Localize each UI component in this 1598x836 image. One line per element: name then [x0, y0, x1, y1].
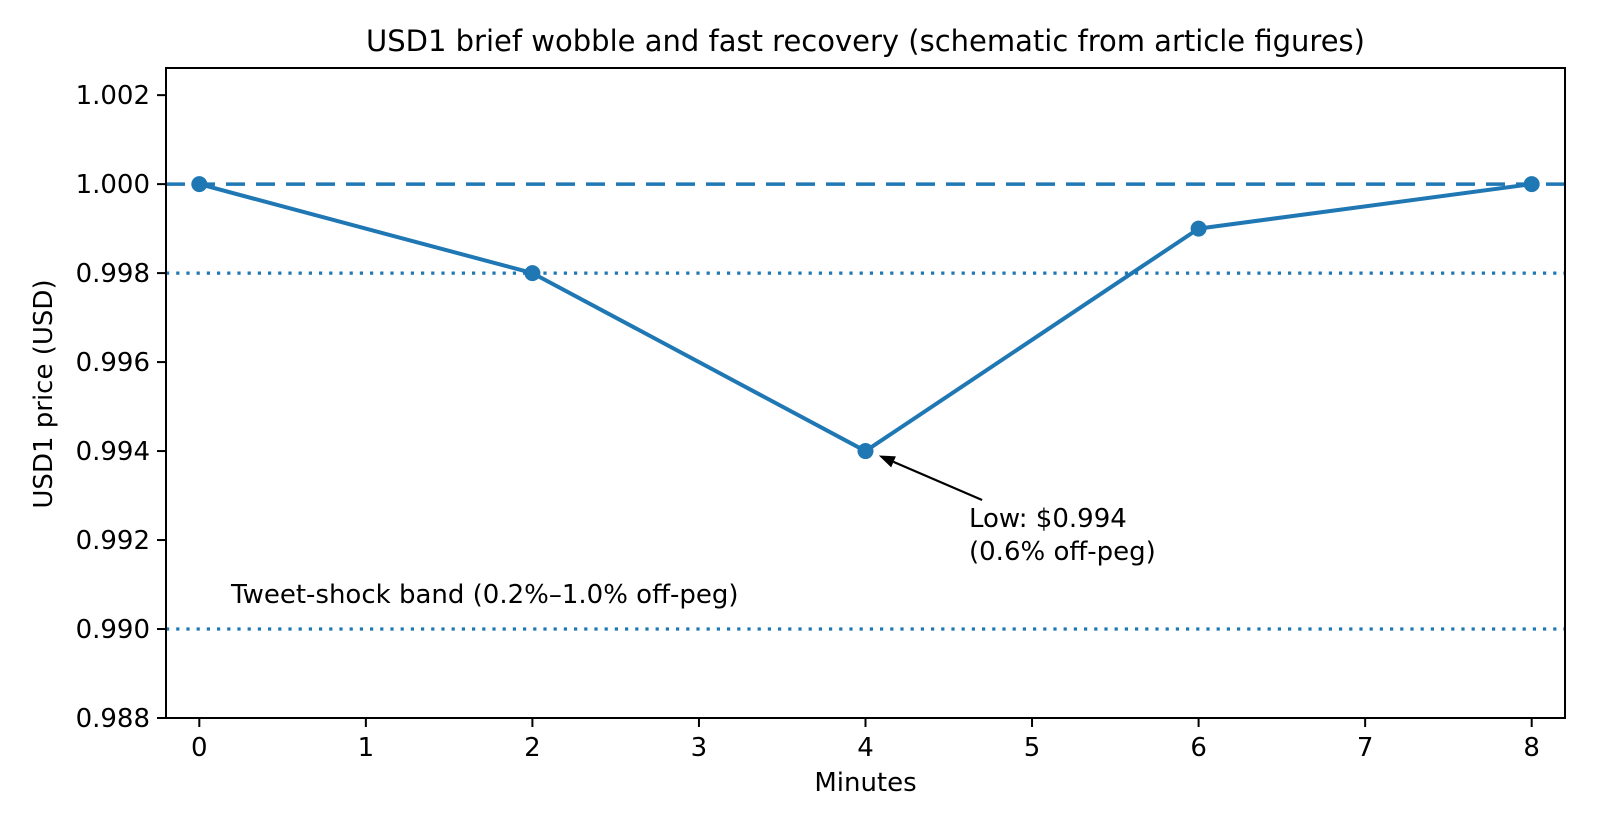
annotation-arrow-head [878, 455, 896, 468]
band-label: Tweet-shock band (0.2%–1.0% off-peg) [231, 580, 739, 610]
low-annotation-line2: (0.6% off-peg) [969, 537, 1156, 567]
x-tick-label: 5 [1024, 733, 1041, 763]
data-point-marker [191, 176, 208, 193]
data-point-marker [1523, 176, 1540, 193]
y-tick-label: 1.002 [76, 81, 150, 111]
x-tick-label: 2 [524, 733, 541, 763]
x-tick-label: 0 [191, 733, 208, 763]
x-tick-label: 8 [1523, 733, 1540, 763]
x-tick-label: 3 [691, 733, 708, 763]
x-tick-label: 1 [358, 733, 375, 763]
low-annotation: Low: $0.994 (0.6% off-peg) [969, 503, 1156, 569]
y-tick-label: 0.992 [76, 526, 150, 556]
y-tick-label: 0.994 [76, 437, 150, 467]
y-tick-label: 0.996 [76, 348, 150, 378]
y-tick-label: 1.000 [76, 170, 150, 200]
y-tick-label: 0.998 [76, 259, 150, 289]
chart-title: USD1 brief wobble and fast recovery (sch… [366, 24, 1365, 58]
annotation-arrow-line [893, 460, 983, 502]
x-axis-label: Minutes [814, 768, 917, 798]
data-point-marker [1190, 220, 1207, 237]
x-tick-label: 4 [857, 733, 874, 763]
low-annotation-line1: Low: $0.994 [969, 504, 1127, 534]
data-point-marker [524, 265, 541, 282]
plot-border [165, 67, 1566, 719]
x-tick-label: 7 [1357, 733, 1374, 763]
series-line [197, 182, 1534, 454]
data-point-marker [857, 443, 874, 460]
y-axis-label: USD1 price (USD) [29, 279, 59, 509]
x-tick-label: 6 [1190, 733, 1207, 763]
y-tick-label: 0.988 [76, 704, 150, 734]
y-tick-label: 0.990 [76, 615, 150, 645]
